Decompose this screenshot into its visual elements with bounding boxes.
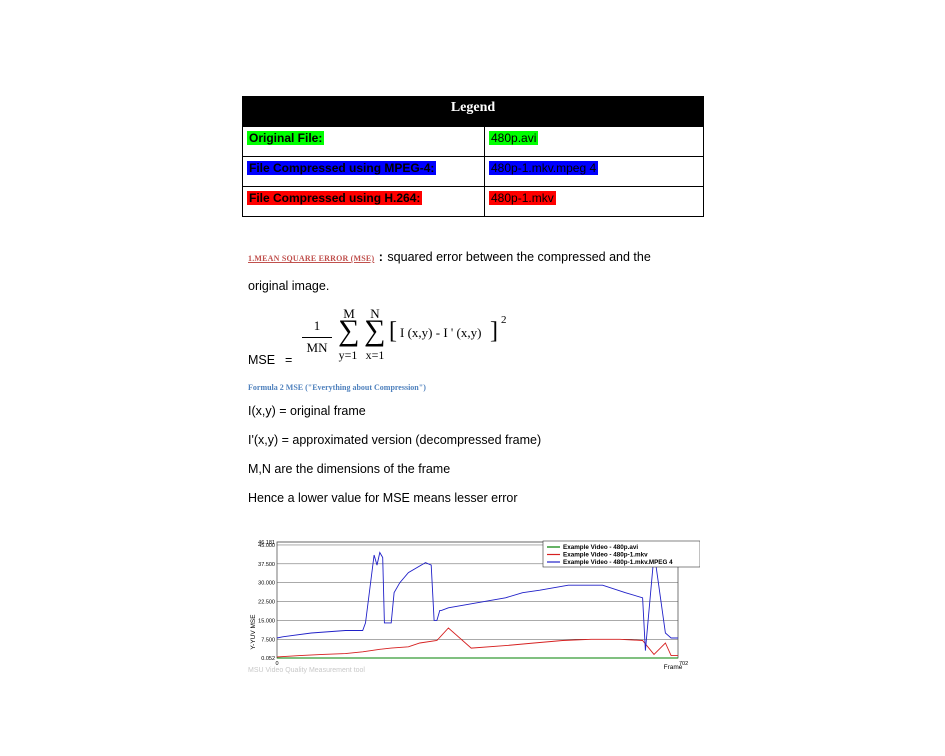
y-axis-label: Y-YUV MSE bbox=[250, 614, 257, 650]
chart-series bbox=[276, 551, 678, 659]
legend-table: Legend Original File: 480p.avi File Comp… bbox=[242, 96, 704, 217]
sigma-symbol: ∑ bbox=[364, 314, 386, 347]
y-tick-label: 0.052 bbox=[261, 656, 275, 662]
x-tick-label: 0 bbox=[275, 661, 278, 667]
formula-denominator: MN bbox=[306, 340, 328, 355]
legend-label: File Compressed using MPEG-4: bbox=[247, 161, 437, 175]
series-line bbox=[276, 551, 678, 651]
legend-value: 480p-1.mkv bbox=[489, 191, 556, 205]
legend-entry: Example Video - 480p-1.mkv.MPEG 4 bbox=[563, 559, 673, 566]
y-tick-label: 30.000 bbox=[258, 581, 275, 587]
formula-body: I (x,y) - I ' (x,y) bbox=[400, 325, 482, 340]
definition-line: I'(x,y) = approximated version (decompre… bbox=[248, 433, 542, 447]
formula-numerator: 1 bbox=[313, 318, 321, 333]
x-axis-label: Frame bbox=[664, 664, 683, 671]
section-description-cont: original image. bbox=[248, 279, 330, 293]
legend-row-mpeg4: File Compressed using MPEG-4: 480p-1.mkv… bbox=[243, 156, 703, 186]
legend-value: 480p-1.mkv.mpeg 4 bbox=[489, 161, 599, 175]
legend-row-original: Original File: 480p.avi bbox=[243, 126, 703, 156]
legend-box bbox=[542, 540, 700, 568]
formula-equals: = bbox=[285, 353, 293, 367]
definition-line: Hence a lower value for MSE means lesser… bbox=[248, 491, 518, 505]
section-description: squared error between the compressed and… bbox=[387, 250, 651, 264]
legend-entry: Example Video - 480p.avi bbox=[563, 544, 638, 551]
bracket-open: [ bbox=[389, 318, 397, 344]
definition-line: I(x,y) = original frame bbox=[248, 404, 366, 418]
section-heading-line: 1.MEAN SQUARE ERROR (MSE) : squared erro… bbox=[248, 248, 651, 266]
definition-line: M,N are the dimensions of the frame bbox=[248, 462, 451, 476]
y-tick-label: 37.500 bbox=[258, 562, 275, 568]
y-tick-label: 46.181 bbox=[258, 540, 275, 546]
y-tick-label: 45.000 bbox=[258, 543, 275, 549]
series-line bbox=[276, 627, 678, 658]
legend-value: 480p.avi bbox=[489, 131, 539, 145]
sum-upper-m: M bbox=[343, 306, 355, 321]
heading-colon: : bbox=[378, 250, 383, 264]
formula-lhs: MSE bbox=[248, 353, 276, 367]
section-heading: 1.MEAN SQUARE ERROR (MSE) bbox=[248, 254, 375, 263]
legend-label: Original File: bbox=[247, 131, 325, 145]
sigma-symbol: ∑ bbox=[338, 314, 360, 347]
y-tick-label: 15.000 bbox=[258, 618, 275, 624]
legend-title: Legend bbox=[243, 97, 703, 126]
x-tick-label: 702 bbox=[679, 661, 688, 667]
y-tick-label: 7.500 bbox=[261, 637, 275, 643]
formula-caption: Formula 2 MSE ("Everything about Compres… bbox=[248, 383, 426, 392]
legend-label: File Compressed using H.264: bbox=[247, 191, 423, 205]
watermark: MSU Video Quality Measurement tool bbox=[248, 667, 365, 674]
sum-upper-n: N bbox=[370, 306, 380, 321]
sum-lower-y: y=1 bbox=[338, 348, 358, 362]
fraction-bar bbox=[302, 337, 332, 338]
formula-exponent: 2 bbox=[501, 314, 507, 326]
legend-row-h264: File Compressed using H.264: 480p-1.mkv bbox=[243, 186, 703, 216]
sum-lower-x: x=1 bbox=[365, 348, 385, 362]
legend-entry: Example Video - 480p-1.mkv bbox=[563, 552, 648, 559]
y-tick-label: 22.500 bbox=[258, 600, 275, 606]
bracket-close: ] bbox=[490, 318, 498, 344]
